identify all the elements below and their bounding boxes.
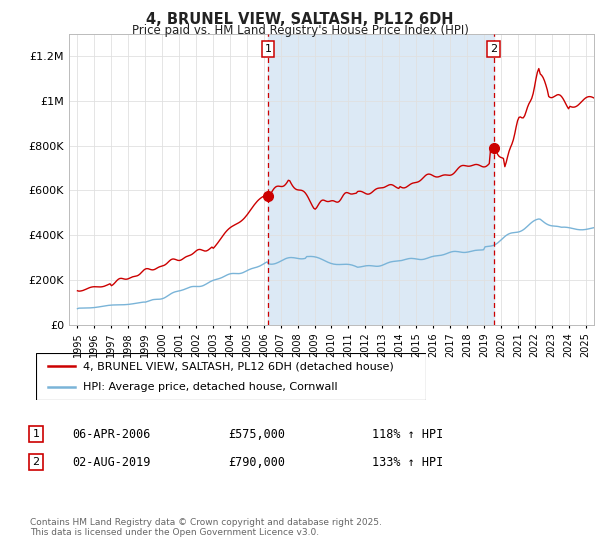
Text: 1: 1 [265,44,271,54]
Text: Price paid vs. HM Land Registry's House Price Index (HPI): Price paid vs. HM Land Registry's House … [131,24,469,37]
Text: 06-APR-2006: 06-APR-2006 [72,427,151,441]
Text: 4, BRUNEL VIEW, SALTASH, PL12 6DH: 4, BRUNEL VIEW, SALTASH, PL12 6DH [146,12,454,27]
Text: HPI: Average price, detached house, Cornwall: HPI: Average price, detached house, Corn… [83,382,337,392]
Text: 118% ↑ HPI: 118% ↑ HPI [372,427,443,441]
Text: £575,000: £575,000 [228,427,285,441]
Text: 2: 2 [32,457,40,467]
Text: 1: 1 [32,429,40,439]
Text: 133% ↑ HPI: 133% ↑ HPI [372,455,443,469]
Text: 4, BRUNEL VIEW, SALTASH, PL12 6DH (detached house): 4, BRUNEL VIEW, SALTASH, PL12 6DH (detac… [83,361,394,371]
Text: £790,000: £790,000 [228,455,285,469]
Bar [268,34,494,325]
Text: Contains HM Land Registry data © Crown copyright and database right 2025.
This d: Contains HM Land Registry data © Crown c… [30,518,382,538]
Text: 02-AUG-2019: 02-AUG-2019 [72,455,151,469]
Text: 2: 2 [490,44,497,54]
